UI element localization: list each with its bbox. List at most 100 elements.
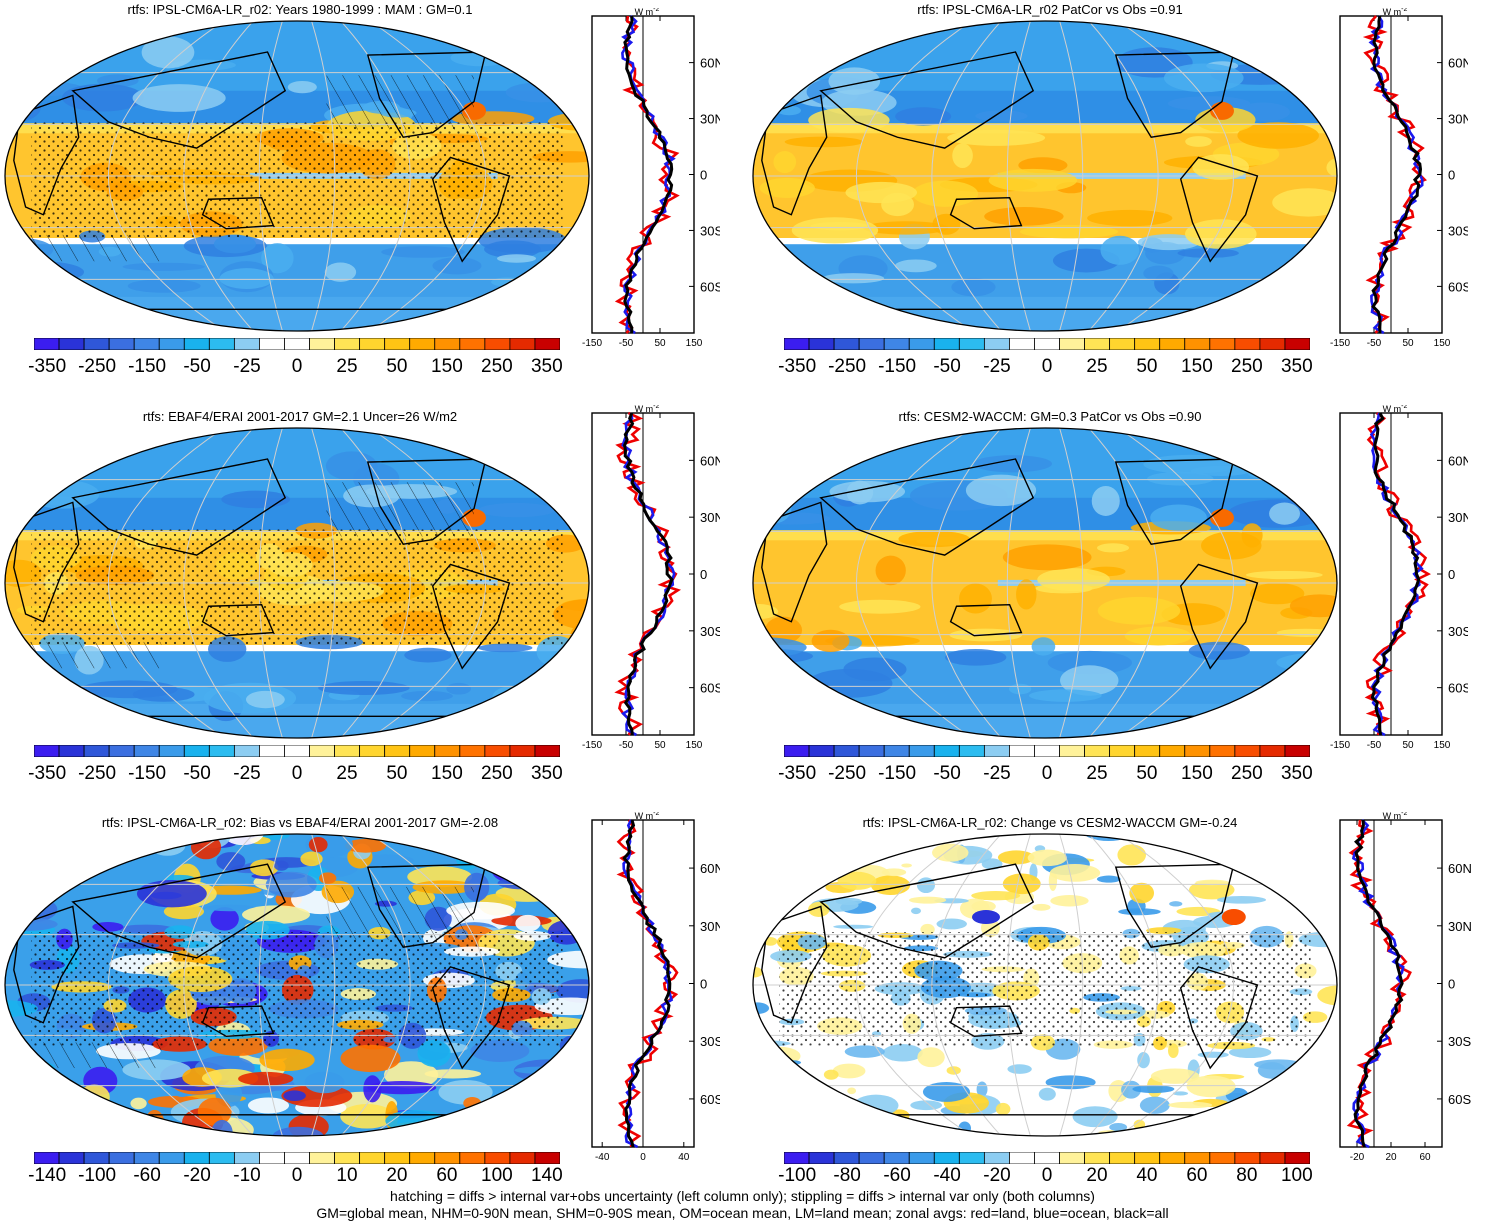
colorbar-tick-label: 0 <box>1041 356 1053 377</box>
colorbar-tick-label: 20 <box>386 1165 408 1186</box>
colorbar-tick-label: 0 <box>291 763 303 784</box>
latitude-tick-label: 0 <box>1448 168 1455 183</box>
colorbar-tick-label: 25 <box>1086 356 1108 377</box>
zonal-line-all <box>622 819 672 1148</box>
map-p1 <box>4 20 590 332</box>
colorbar-tick-label: -250 <box>828 356 867 377</box>
zonal-x-tick-label: 50 <box>1402 740 1414 751</box>
latitude-tick-label: 60N <box>700 56 720 71</box>
colorbar-tick-label: -250 <box>78 356 117 377</box>
colorbar-labels-p4: -350 -250 -150 -50 -25 0 25 50 150 250 350 <box>778 763 1313 785</box>
zonal-line-land <box>614 411 682 736</box>
colorbar-tick-label: 25 <box>336 356 358 377</box>
zonal-unit-label: W m-2 <box>1383 405 1408 414</box>
zonal-line-land <box>1346 819 1412 1148</box>
map-p2 <box>752 20 1338 332</box>
colorbar-tick-label: 350 <box>530 356 563 377</box>
colorbar-tick-label: -250 <box>828 763 867 784</box>
colorbar-tick-label: 350 <box>1280 763 1313 784</box>
zonal-plot-p5: W m-2 60N 30N 0 30S 60S -40 0 40 <box>591 812 720 1163</box>
latitude-tick-label: 30S <box>700 223 720 238</box>
colorbar-tick-label: -350 <box>28 763 67 784</box>
colorbar-tick-label: -350 <box>778 356 817 377</box>
zonal-x-tick-label: -150 <box>582 740 602 751</box>
zonal-plot-p2: W m-2 60N 30N 0 30S 60S -150 -50 50 150 <box>1330 8 1468 349</box>
zonal-x-tick-label: 150 <box>686 338 703 349</box>
map-p5 <box>4 833 590 1137</box>
colorbar-tick-label: 25 <box>1086 763 1108 784</box>
colorbar-tick-label: 150 <box>1181 356 1213 377</box>
colorbar-tick-label: 50 <box>1136 356 1158 377</box>
colorbar-tick-label: 250 <box>1231 763 1263 784</box>
panel-title-p5: rtfs: IPSL-CM6A-LR_r02: Bias vs EBAF4/ER… <box>101 815 499 830</box>
colorbar-labels-p3: -350 -250 -150 -50 -25 0 25 50 150 250 350 <box>28 763 563 785</box>
zonal-x-tick-label: 20 <box>1385 1152 1397 1163</box>
zonal-line-land <box>1364 411 1431 736</box>
footer-line-2: GM=global mean, NHM=0-90N mean, SHM=0-90… <box>316 1205 1169 1221</box>
colorbar-tick-label: 20 <box>1086 1165 1108 1186</box>
colorbar-tick-label: -150 <box>128 763 167 784</box>
latitude-tick-label: 30S <box>1448 223 1468 238</box>
colorbar-tick-label: 350 <box>1280 356 1313 377</box>
zonal-x-tick-label: 50 <box>654 740 666 751</box>
colorbar-tick-label: -60 <box>133 1165 161 1186</box>
zonal-x-tick-label: -150 <box>1330 338 1350 349</box>
footer-line-1: hatching = diffs > internal var+obs unce… <box>390 1188 1095 1204</box>
colorbar-tick-label: 50 <box>1136 763 1158 784</box>
latitude-tick-label: 60N <box>1448 453 1468 468</box>
colorbar-tick-label: 100 <box>481 1165 513 1186</box>
colorbar-labels-p6: -100 -80 -60 -40 -20 0 20 40 60 80 100 <box>778 1165 1313 1187</box>
zonal-x-tick-label: -20 <box>1350 1152 1365 1163</box>
colorbar-p6 <box>784 1152 1310 1164</box>
colorbar-tick-label: 25 <box>336 763 358 784</box>
colorbar-tick-label: 100 <box>1280 1165 1313 1186</box>
colorbar-tick-label: -50 <box>183 763 211 784</box>
latitude-tick-label: 30S <box>700 624 720 639</box>
zonal-x-tick-label: 40 <box>678 1152 690 1163</box>
latitude-tick-label: 30N <box>700 919 720 934</box>
colorbar-tick-label: 50 <box>386 356 408 377</box>
colorbar-tick-label: -60 <box>883 1165 911 1186</box>
latitude-tick-label: 0 <box>700 567 707 582</box>
zonal-line-ocean <box>1351 819 1405 1149</box>
latitude-tick-label: 30S <box>700 1034 720 1049</box>
map-p6 <box>752 833 1338 1137</box>
latitude-tick-label: 30N <box>1448 112 1468 127</box>
latitude-tick-label: 30N <box>700 112 720 127</box>
zonal-plot-p4: W m-2 60N 30N 0 30S 60S -150 -50 50 150 <box>1330 405 1468 751</box>
colorbar-tick-label: -140 <box>28 1165 67 1186</box>
colorbar-p2 <box>784 338 1310 350</box>
colorbar-labels-p5: -140 -100 -60 -20 -10 0 10 20 60 100 140 <box>28 1165 563 1187</box>
colorbar-tick-label: -25 <box>233 356 261 377</box>
zonal-x-tick-label: -40 <box>595 1152 610 1163</box>
zonal-unit-label: W m-2 <box>635 812 660 821</box>
latitude-tick-label: 30N <box>1448 510 1468 525</box>
zonal-x-tick-label: 150 <box>686 740 703 751</box>
colorbar-p4 <box>784 745 1310 757</box>
zonal-x-tick-label: -50 <box>619 740 634 751</box>
colorbar-tick-label: 80 <box>1236 1165 1258 1186</box>
latitude-tick-label: 0 <box>700 977 707 992</box>
colorbar-tick-label: -25 <box>233 763 261 784</box>
latitude-tick-label: 60S <box>700 1092 720 1107</box>
zonal-x-tick-label: -150 <box>1330 740 1350 751</box>
zonal-line-all <box>1371 15 1423 334</box>
map-p3 <box>4 427 590 739</box>
panel-title-p6: rtfs: IPSL-CM6A-LR_r02: Change vs CESM2-… <box>862 815 1238 830</box>
colorbar-tick-label: -10 <box>233 1165 261 1186</box>
colorbar-tick-label: 60 <box>1186 1165 1208 1186</box>
colorbar-tick-label: -250 <box>78 763 117 784</box>
zonal-x-tick-label: -150 <box>582 338 602 349</box>
latitude-tick-label: 0 <box>700 168 707 183</box>
panel-title-p4: rtfs: CESM2-WACCM: GM=0.3 PatCor vs Obs … <box>898 409 1202 424</box>
zonal-line-ocean <box>621 412 676 737</box>
colorbar-tick-label: -50 <box>933 763 961 784</box>
colorbar-labels-p1: -350 -250 -150 -50 -25 0 25 50 150 250 350 <box>28 356 563 378</box>
latitude-tick-label: 60S <box>1448 279 1468 294</box>
colorbar-tick-label: -350 <box>778 763 817 784</box>
colorbar-labels-p2: -350 -250 -150 -50 -25 0 25 50 150 250 350 <box>778 356 1313 378</box>
colorbar-tick-label: 0 <box>1041 763 1053 784</box>
colorbar-tick-label: 50 <box>386 763 408 784</box>
latitude-tick-label: 30S <box>1448 624 1468 639</box>
colorbar-tick-label: 250 <box>481 356 513 377</box>
